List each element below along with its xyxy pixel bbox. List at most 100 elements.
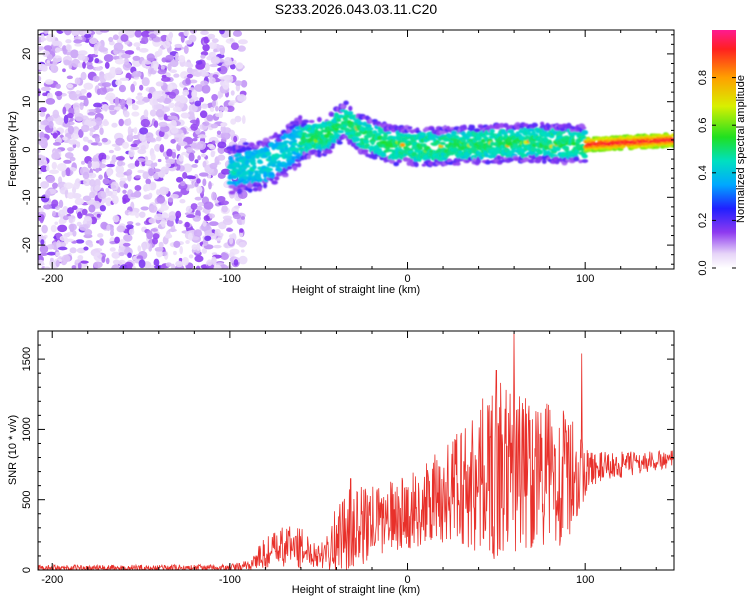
noise-blob: [158, 241, 164, 249]
noise-blob: [164, 233, 173, 239]
ridge-blob: [292, 139, 298, 143]
ridge-blob: [503, 123, 509, 128]
noise-blob: [93, 102, 103, 108]
noise-blob: [103, 72, 113, 81]
spectrogram-x-ticks: -200 -100 0 100: [41, 30, 657, 285]
noise-blob: [39, 111, 46, 117]
noise-blob: [39, 137, 48, 144]
noise-blob: [123, 183, 129, 189]
ridge-blob: [252, 187, 259, 192]
noise-blob: [62, 106, 67, 115]
noise-blob: [137, 92, 143, 96]
ridge-blob: [470, 124, 476, 130]
ridge-blob: [311, 149, 317, 153]
noise-blob: [52, 57, 58, 67]
noise-blob: [166, 219, 174, 227]
noise-blob: [136, 46, 141, 51]
colorbar-label: Normalized spectral amplitude: [735, 75, 747, 223]
noise-blob: [165, 54, 175, 61]
noise-blob: [191, 89, 198, 99]
noise-blob: [233, 135, 238, 143]
noise-blob: [188, 254, 194, 259]
noise-blob: [200, 153, 207, 158]
ridge-blob: [541, 159, 547, 164]
noise-blob: [190, 142, 198, 149]
noise-blob: [214, 58, 221, 63]
noise-blob: [141, 36, 149, 45]
noise-blob: [52, 109, 60, 119]
noise-blob: [78, 224, 89, 231]
noise-blob: [180, 33, 185, 43]
x-tick-label: 0: [404, 273, 410, 285]
noise-blob: [163, 113, 168, 121]
noise-blob: [133, 127, 138, 135]
noise-blob: [97, 233, 104, 238]
noise-blob: [45, 97, 56, 105]
noise-blob: [179, 199, 186, 204]
noise-blob: [167, 83, 173, 93]
noise-blob: [46, 244, 55, 250]
noise-blob: [134, 174, 141, 179]
noise-blob: [98, 87, 108, 95]
noise-blob: [134, 30, 142, 38]
noise-blob: [194, 196, 202, 201]
noise-blob: [209, 144, 216, 150]
ridge-blob: [292, 165, 298, 171]
ridge-blob: [498, 140, 503, 146]
noise-blob: [160, 65, 165, 70]
noise-blob: [140, 118, 151, 128]
noise-blob: [190, 123, 198, 131]
noise-blob: [132, 104, 139, 111]
noise-blob: [191, 137, 198, 142]
ridge-blob: [513, 157, 520, 161]
ridge-blob: [537, 155, 543, 161]
noise-blob: [113, 42, 124, 52]
noise-blob: [237, 202, 243, 206]
noise-blob: [161, 212, 169, 219]
noise-blob: [160, 166, 170, 174]
noise-blob: [89, 191, 96, 199]
noise-blob: [230, 42, 239, 50]
noise-blob: [51, 161, 58, 170]
noise-blob: [177, 220, 183, 225]
ridge-blob: [511, 148, 516, 154]
noise-blob: [66, 147, 75, 152]
noise-blob: [196, 205, 203, 211]
noise-blob: [41, 224, 48, 234]
noise-blob: [89, 179, 96, 187]
noise-blob: [114, 236, 120, 244]
noise-blob: [51, 40, 61, 46]
ridge-blob: [365, 124, 372, 128]
noise-blob: [140, 206, 149, 211]
noise-blob: [175, 52, 180, 62]
ridge-blob: [257, 185, 263, 192]
ridge-blob: [383, 132, 388, 138]
noise-blob: [194, 84, 204, 92]
noise-blob: [39, 252, 48, 257]
ridge-blob: [309, 119, 315, 124]
noise-blob: [78, 95, 88, 101]
noise-blob: [178, 137, 183, 144]
noise-blob: [150, 228, 158, 232]
noise-blob: [80, 88, 87, 94]
noise-blob: [84, 33, 92, 39]
noise-blob: [52, 132, 58, 139]
noise-blob: [138, 47, 149, 53]
noise-blob: [120, 53, 131, 59]
noise-blob: [83, 178, 91, 187]
noise-blob: [70, 49, 79, 59]
noise-blob: [81, 160, 85, 165]
ridge-blob: [498, 123, 505, 129]
snr-x-ticks: -200 -100 0 100: [41, 331, 657, 586]
noise-blob: [213, 264, 222, 269]
ridge-blob: [262, 182, 268, 189]
noise-blob: [201, 103, 209, 109]
noise-blob: [114, 96, 120, 106]
noise-blob: [178, 154, 184, 162]
noise-blob: [146, 230, 153, 240]
noise-blob: [157, 158, 162, 163]
noise-blob: [64, 238, 75, 242]
ridge-blob: [282, 174, 289, 178]
noise-blob: [180, 112, 190, 119]
